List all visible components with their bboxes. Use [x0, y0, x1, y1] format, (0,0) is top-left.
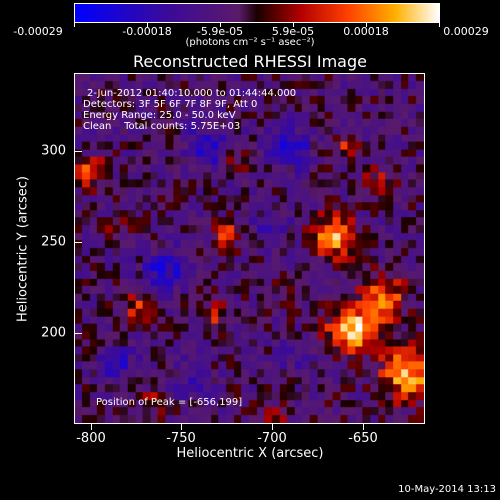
time-range-annotation: 2-Jun-2012 01:40:10.000 to 01:44:44.000	[87, 88, 297, 99]
detectors-annotation: Detectors: 3F 5F 6F 7F 8F 9F, Att 0	[83, 99, 258, 110]
x-tick	[363, 424, 364, 430]
peak-position-annotation: Position of Peak = [-656,199]	[96, 397, 243, 408]
y-axis-label: Heliocentric Y (arcsec)	[15, 176, 31, 322]
y-tick	[74, 333, 82, 334]
colorbar-tick	[293, 23, 294, 27]
y-tick-label: 250	[41, 234, 66, 250]
x-tick-label: -750	[166, 431, 196, 446]
x-tick-label: -700	[257, 431, 287, 446]
plot-area: 2-Jun-2012 01:40:10.000 to 01:44:44.000 …	[74, 73, 425, 424]
y-tick-label: 300	[41, 143, 66, 159]
plot-title: Reconstructed RHESSI Image	[133, 52, 367, 71]
colorbar-tick-label: 5.9e-05	[271, 25, 315, 38]
colorbar-gradient	[75, 4, 439, 22]
heatmap-image	[75, 74, 424, 423]
colorbar-tick-label: -5.9e-05	[196, 25, 244, 38]
y-tick	[74, 242, 82, 243]
clean-counts-annotation: Clean Total counts: 5.75E+03	[83, 121, 241, 132]
energy-range-annotation: Energy Range: 25.0 - 50.0 keV	[83, 110, 236, 121]
colorbar-tick	[439, 23, 440, 27]
colorbar	[74, 3, 440, 23]
x-tick	[91, 424, 92, 430]
x-axis-label: Heliocentric X (arcsec)	[176, 446, 324, 461]
x-tick	[181, 424, 182, 430]
colorbar-tick-label: -0.00029	[13, 25, 63, 38]
colorbar-tick-label: -0.00018	[122, 25, 172, 38]
y-tick	[74, 151, 82, 152]
y-tick-label: 200	[41, 325, 66, 341]
colorbar-tick-label: 0.00029	[443, 25, 489, 38]
colorbar-tick	[74, 23, 75, 27]
x-tick	[272, 424, 273, 430]
x-tick-label: -800	[76, 431, 106, 446]
colorbar-tick	[147, 23, 148, 27]
colorbar-units: (photons cm⁻² s⁻¹ asec⁻²)	[185, 37, 315, 48]
colorbar-tick	[220, 23, 221, 27]
x-tick-label: -650	[348, 431, 378, 446]
colorbar-tick	[366, 23, 367, 27]
date-footer: 10-May-2014 13:13	[398, 484, 496, 495]
colorbar-tick-label: 0.00018	[343, 25, 389, 38]
